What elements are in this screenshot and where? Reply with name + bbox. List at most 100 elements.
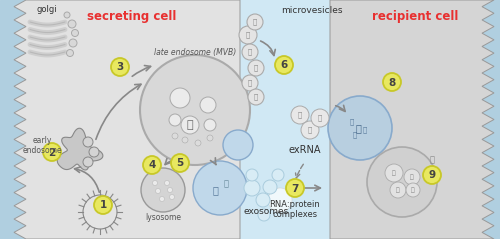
Text: 5: 5 xyxy=(176,158,184,168)
Circle shape xyxy=(170,88,190,108)
Text: ꟶ: ꟶ xyxy=(212,185,218,195)
Circle shape xyxy=(423,166,441,184)
Text: 3: 3 xyxy=(116,63,123,72)
Circle shape xyxy=(156,189,160,194)
Circle shape xyxy=(248,89,264,105)
Polygon shape xyxy=(58,128,103,170)
Circle shape xyxy=(242,44,258,60)
Text: 6: 6 xyxy=(280,60,287,71)
Circle shape xyxy=(367,147,437,217)
Text: microvesicles: microvesicles xyxy=(281,6,343,15)
Text: ꟶ: ꟶ xyxy=(430,156,434,164)
Text: 7: 7 xyxy=(292,184,298,194)
Circle shape xyxy=(301,121,319,139)
Circle shape xyxy=(83,195,117,229)
Text: exRNA: exRNA xyxy=(289,145,321,155)
Circle shape xyxy=(256,193,270,207)
Text: ꟶ: ꟶ xyxy=(318,115,322,121)
Polygon shape xyxy=(330,0,494,239)
Text: 8: 8 xyxy=(388,77,396,87)
Circle shape xyxy=(170,195,174,200)
Text: ꟶ: ꟶ xyxy=(353,132,357,138)
Circle shape xyxy=(383,73,401,91)
Text: late endosome (MVB): late endosome (MVB) xyxy=(154,48,236,57)
Circle shape xyxy=(385,164,403,182)
Text: lysosome: lysosome xyxy=(145,213,181,222)
Text: ꟶ: ꟶ xyxy=(248,80,252,86)
Text: ꟶ: ꟶ xyxy=(396,187,400,193)
Circle shape xyxy=(291,106,309,124)
Circle shape xyxy=(66,49,73,56)
Circle shape xyxy=(195,140,201,146)
Circle shape xyxy=(141,168,185,212)
Text: 1: 1 xyxy=(100,201,106,211)
Circle shape xyxy=(328,96,392,160)
Circle shape xyxy=(94,196,112,214)
Circle shape xyxy=(181,116,199,134)
Circle shape xyxy=(275,56,293,74)
Circle shape xyxy=(140,55,250,165)
Circle shape xyxy=(143,156,161,174)
Bar xyxy=(230,0,340,239)
Text: ꟶ: ꟶ xyxy=(254,94,258,100)
Circle shape xyxy=(182,137,188,143)
Polygon shape xyxy=(14,0,240,239)
Circle shape xyxy=(204,119,216,131)
Text: early
endosome: early endosome xyxy=(22,136,62,155)
Circle shape xyxy=(263,180,277,194)
Circle shape xyxy=(390,182,406,198)
Text: ꟶ: ꟶ xyxy=(392,170,396,176)
Text: ꟶ: ꟶ xyxy=(355,123,361,133)
Text: ꟶ: ꟶ xyxy=(298,112,302,118)
Circle shape xyxy=(272,169,284,181)
Circle shape xyxy=(172,133,178,139)
Circle shape xyxy=(406,183,420,197)
Circle shape xyxy=(268,188,292,212)
Circle shape xyxy=(164,180,170,185)
Circle shape xyxy=(83,137,93,147)
Text: ꟶ: ꟶ xyxy=(254,65,258,71)
Text: exosomes: exosomes xyxy=(243,207,288,216)
Circle shape xyxy=(171,154,189,172)
Text: ꟶ: ꟶ xyxy=(246,32,250,38)
Text: golgi: golgi xyxy=(36,5,58,14)
Text: ꟶ: ꟶ xyxy=(248,49,252,55)
Circle shape xyxy=(311,109,329,127)
Text: ꟶ: ꟶ xyxy=(224,179,228,189)
Text: 9: 9 xyxy=(428,170,436,180)
Text: ꟶ: ꟶ xyxy=(253,19,257,25)
Circle shape xyxy=(246,169,258,181)
Circle shape xyxy=(248,60,264,76)
Circle shape xyxy=(64,12,70,18)
Text: ꟶ: ꟶ xyxy=(411,187,415,193)
Text: 2: 2 xyxy=(48,147,56,158)
Text: secreting cell: secreting cell xyxy=(88,10,176,23)
Circle shape xyxy=(111,58,129,76)
Circle shape xyxy=(207,135,213,141)
Circle shape xyxy=(169,114,181,126)
Circle shape xyxy=(247,14,263,30)
Circle shape xyxy=(69,39,77,47)
Circle shape xyxy=(68,20,76,28)
Circle shape xyxy=(223,130,253,160)
Circle shape xyxy=(160,196,164,201)
Circle shape xyxy=(43,143,61,161)
Circle shape xyxy=(83,157,93,167)
Text: recipient cell: recipient cell xyxy=(372,10,458,23)
Circle shape xyxy=(89,147,99,157)
Circle shape xyxy=(286,179,304,197)
Text: ꟶ: ꟶ xyxy=(363,127,367,133)
Circle shape xyxy=(239,26,257,44)
Circle shape xyxy=(200,97,216,113)
Text: ꟶ: ꟶ xyxy=(308,127,312,133)
Circle shape xyxy=(152,180,158,185)
Text: ꟶ: ꟶ xyxy=(410,174,414,180)
Circle shape xyxy=(168,188,172,192)
Circle shape xyxy=(72,29,78,37)
Circle shape xyxy=(244,180,260,196)
Circle shape xyxy=(258,209,270,221)
Circle shape xyxy=(193,161,247,215)
Circle shape xyxy=(242,75,258,91)
Text: ꟶ: ꟶ xyxy=(350,119,354,125)
Text: 4: 4 xyxy=(148,161,156,170)
